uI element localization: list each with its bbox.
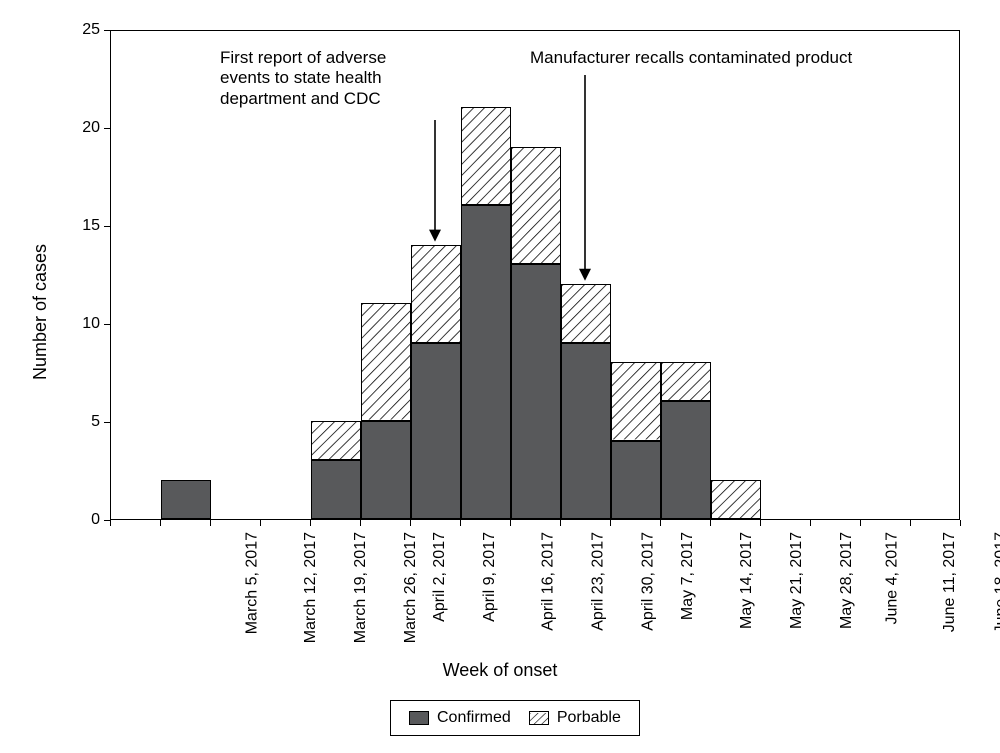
epidemic-curve-chart: Number of cases Week of onset First repo… [0,0,1000,753]
y-tick-label: 0 [70,511,100,529]
bar-confirmed [461,205,511,519]
x-tick-label: March 26, 2017 [402,532,420,643]
x-tick-label: May 28, 2017 [838,532,856,629]
x-tick [360,520,361,526]
x-tick-label: March 5, 2017 [243,532,261,634]
y-tick-label: 20 [70,119,100,137]
legend-label-confirmed: Confirmed [437,709,511,727]
legend-swatch-confirmed [409,711,429,725]
bar-probable [411,245,461,343]
x-tick [610,520,611,526]
x-tick-label: June 4, 2017 [884,532,902,625]
legend-label-probable: Porbable [557,709,621,727]
legend-item-confirmed: Confirmed [409,709,511,727]
bar-confirmed [661,401,711,519]
bar-confirmed [561,343,611,519]
y-tick [104,30,110,31]
x-tick [860,520,861,526]
bar-confirmed [611,441,661,519]
annotation-arrow-recall [570,75,600,291]
x-tick-label: June 11, 2017 [941,532,959,632]
x-tick [310,520,311,526]
y-tick [104,422,110,423]
x-tick [260,520,261,526]
x-tick [910,520,911,526]
bar-probable [661,362,711,401]
y-tick [104,226,110,227]
bar-confirmed [411,343,461,519]
x-tick [460,520,461,526]
bar-confirmed [311,460,361,519]
x-tick-label: May 21, 2017 [788,532,806,629]
y-tick [104,324,110,325]
x-tick [160,520,161,526]
x-tick-label: May 14, 2017 [738,532,756,629]
x-tick-label: April 16, 2017 [540,532,558,631]
y-axis-label: Number of cases [30,244,51,380]
x-tick [110,520,111,526]
legend: Confirmed Porbable [390,700,640,736]
y-tick-label: 10 [70,315,100,333]
x-tick-label: April 9, 2017 [481,532,499,622]
y-tick [104,128,110,129]
x-tick [710,520,711,526]
bar-confirmed [361,421,411,519]
bar-probable [711,480,761,519]
x-tick [410,520,411,526]
x-tick-label: April 2, 2017 [431,532,449,622]
y-tick-label: 15 [70,217,100,235]
x-tick [810,520,811,526]
annotation-recall: Manufacturer recalls contaminated produc… [530,48,852,68]
bar-probable [511,147,561,265]
x-tick-label: May 7, 2017 [679,532,697,620]
annotation-arrow-first-report [420,120,450,252]
bar-confirmed [161,480,211,519]
y-tick-label: 5 [70,413,100,431]
bar-probable [611,362,661,440]
legend-swatch-probable [529,711,549,725]
y-tick-label: 25 [70,21,100,39]
x-tick [660,520,661,526]
bar-probable [311,421,361,460]
x-tick-label: June 18, 2017 [992,532,1000,633]
x-tick-label: March 19, 2017 [352,532,370,643]
x-tick [210,520,211,526]
bar-probable [561,284,611,343]
x-tick-label: April 23, 2017 [590,532,608,631]
x-tick-label: March 12, 2017 [302,532,320,643]
annotation-first-report: First report of adverseevents to state h… [220,48,386,109]
x-tick-label: April 30, 2017 [640,532,658,631]
legend-item-probable: Porbable [529,709,621,727]
x-axis-label: Week of onset [0,660,1000,681]
x-tick [560,520,561,526]
bar-confirmed [511,264,561,519]
x-tick [760,520,761,526]
x-tick [960,520,961,526]
bar-probable [361,303,411,421]
bar-probable [461,107,511,205]
x-tick [510,520,511,526]
